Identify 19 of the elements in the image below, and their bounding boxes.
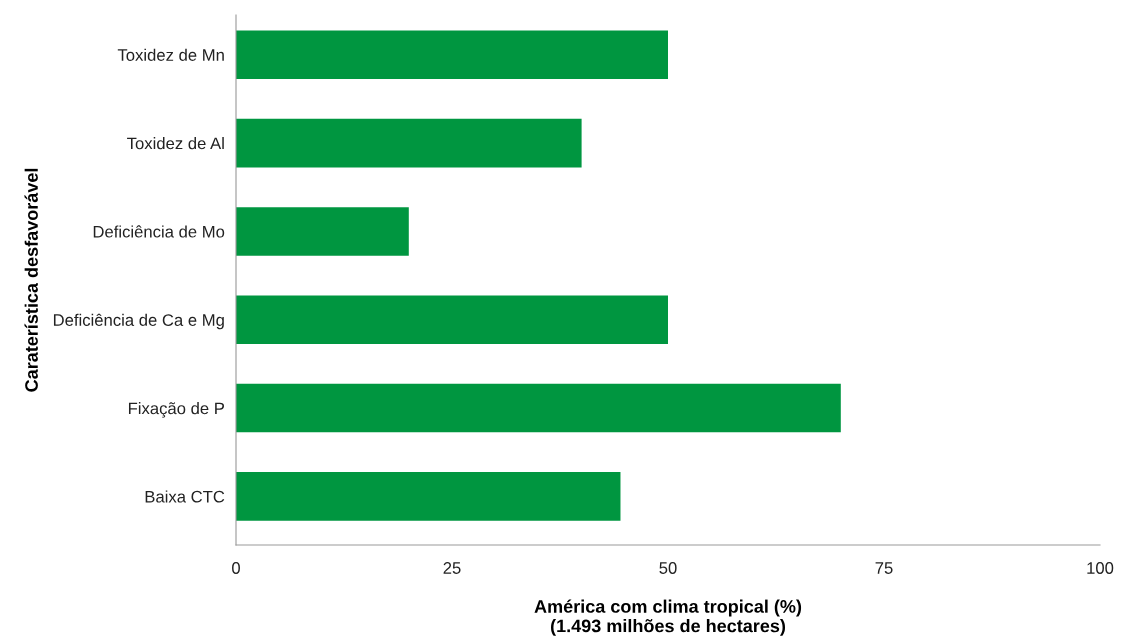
bar [236, 118, 582, 168]
y-tick-label: Baixa CTC [145, 490, 225, 503]
bar [236, 383, 841, 433]
x-tick-label: 100 [1087, 562, 1114, 574]
y-tick-label: Toxidez de Al [127, 137, 224, 150]
y-tick-label: Fixação de P [128, 402, 225, 418]
x-axis-title: América com clima tropical (%) (1.493 milhões de hectares) [534, 599, 802, 636]
x-tick-label: 0 [232, 562, 240, 574]
bar [236, 295, 668, 345]
x-tick-label: 50 [659, 562, 677, 574]
x-tick-label: 25 [443, 562, 461, 574]
y-tick-label: Deficiência de Mo [93, 225, 225, 238]
bar [236, 472, 621, 521]
bar [236, 30, 668, 80]
y-tick-label: Deficiência de Ca e Mg [53, 313, 224, 330]
y-tick-label: Toxidez de Mn [117, 48, 224, 61]
y-axis-title: Caraterística desfavorável [24, 168, 38, 392]
bar [236, 207, 409, 256]
x-tick-label: 75 [875, 562, 893, 574]
